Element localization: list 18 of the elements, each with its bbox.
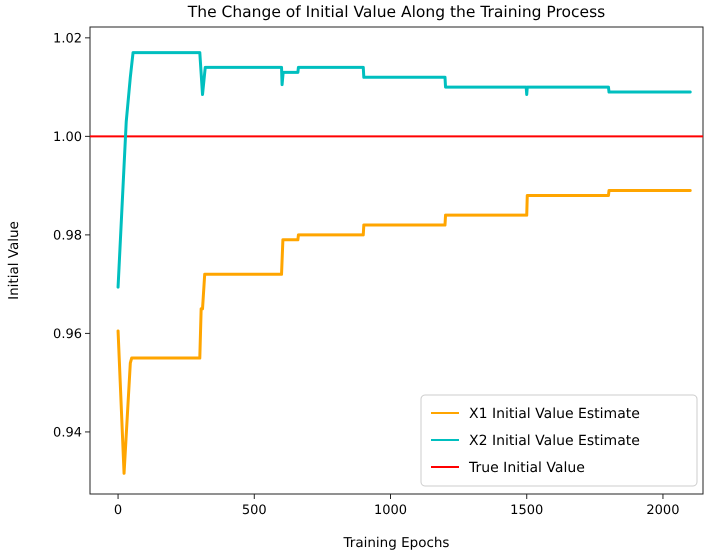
line-series (116, 189, 692, 475)
x-tick-label: 1000 (374, 503, 408, 518)
y-tick-label: 0.96 (53, 326, 82, 342)
y-tick-label: 0.98 (53, 228, 82, 244)
legend-label: True Initial Value (468, 460, 585, 476)
y-axis-title: Initial Value (6, 221, 22, 300)
y-tick-label: 1.00 (53, 130, 82, 145)
x-tick-label: 1500 (510, 503, 544, 518)
legend-label: X1 Initial Value Estimate (469, 406, 640, 422)
x-tick-label: 500 (242, 503, 267, 518)
chart-title: The Change of Initial Value Along the Training Process (186, 3, 606, 21)
y-tick-label: 1.02 (53, 31, 82, 46)
x-tick-label: 2000 (646, 503, 680, 518)
legend-label: X2 Initial Value Estimate (469, 433, 640, 449)
x-axis-title: Training Epochs (342, 535, 450, 551)
x-tick-label: 0 (114, 503, 122, 518)
y-tick-label: 0.94 (53, 425, 82, 440)
line-series (116, 51, 692, 289)
